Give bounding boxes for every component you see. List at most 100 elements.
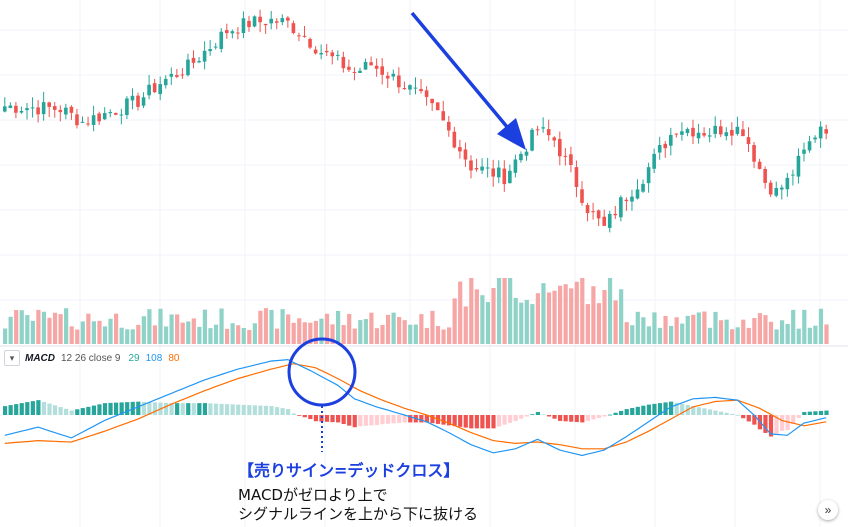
candle-body [707,135,712,137]
volume-bar [818,308,824,344]
volume-bar [208,328,213,344]
volume-bar [102,326,108,344]
candle-body [513,159,518,173]
volume-bar [458,281,463,344]
annotation-line-1: MACDがゼロより上で [238,486,388,504]
candle-body [202,50,207,62]
histogram-bar [385,415,391,424]
candle-body [86,123,90,125]
volume-bar [385,314,391,344]
histogram-bar [197,403,202,415]
volume-bar [236,325,241,344]
volume-bar [175,314,180,344]
volume-bar [330,324,335,344]
histogram-bar [247,405,252,415]
volume-bar [791,309,796,344]
candle-body [768,182,773,195]
volume-bar [780,320,785,344]
candle-body [447,121,451,131]
candle-body [119,114,124,116]
histogram-bar [347,415,352,426]
volume-bar [591,286,596,344]
candle-body [796,155,801,177]
histogram-bar [86,406,91,415]
volume-bar [147,309,152,344]
volume-bar [163,326,169,344]
volume-bar [685,315,690,344]
histogram-bar [585,415,590,421]
volume-bar [657,327,663,344]
candle-body [585,204,590,213]
candle-body [508,170,512,184]
volume-bar [91,321,96,344]
volume-bars [3,278,829,344]
histogram-bar [613,412,618,415]
histogram-bar [313,415,318,422]
volume-bar [702,311,707,344]
candle-body [269,18,273,24]
histogram-bar [369,415,374,426]
histogram-bar [263,405,269,415]
macd-legend[interactable]: ▾ MACD 12 26 close 9 29 108 80 [4,350,179,366]
histogram-bar [64,408,69,415]
volume-bar [624,322,629,344]
volume-bar [630,325,635,344]
candle-body [502,168,507,185]
signal-line [4,363,827,450]
candle-body [141,97,146,106]
volume-bar [291,322,296,344]
histogram-bar [236,404,241,415]
candle-body [186,59,190,76]
candle-body [47,102,51,107]
volume-bar [319,318,324,344]
volume-bar [546,292,552,344]
candle-body [336,54,340,56]
histogram-bar [802,412,807,415]
histogram-bar [546,415,552,417]
volume-bar [14,310,19,344]
candle-body [102,113,107,120]
histogram-bar [91,405,96,415]
histogram-bar [25,402,30,415]
histogram-bar [280,408,285,415]
volume-bar [402,320,407,344]
candle-body [757,161,762,169]
volume-bar [158,308,163,344]
double-chevron-right-icon: » [824,503,832,517]
histogram-bar [607,414,613,416]
histogram-bar [119,402,124,415]
histogram-bar [108,402,113,415]
histogram-bar [213,403,219,415]
histogram-bar [69,410,74,415]
volume-bar [635,311,640,344]
candle-body [791,174,795,176]
histogram-bar [19,403,24,415]
candle-body [136,95,140,107]
chevron-down-icon[interactable]: ▾ [4,350,20,366]
volume-bar [47,317,52,344]
volume-bar [3,328,8,344]
histogram-bar [519,415,524,419]
volume-bar [502,278,507,344]
volume-bar [247,329,252,344]
histogram-bar [763,415,768,433]
histogram-bar [768,415,774,437]
volume-bar [397,317,402,344]
candle-body [8,105,13,108]
volume-bar [741,319,746,344]
histogram-bar [663,402,668,415]
candle-body [291,23,296,34]
histogram-bar [397,415,402,423]
histogram-bar [186,403,191,415]
scroll-to-latest-button[interactable]: » [818,500,838,520]
candle-body [524,151,529,156]
macd-histogram [3,400,829,437]
candle-body [230,31,235,34]
candle-body [14,105,18,113]
volume-bar [663,315,668,344]
candle-body [485,167,490,169]
candle-body [741,129,745,137]
histogram-bar [302,415,307,418]
